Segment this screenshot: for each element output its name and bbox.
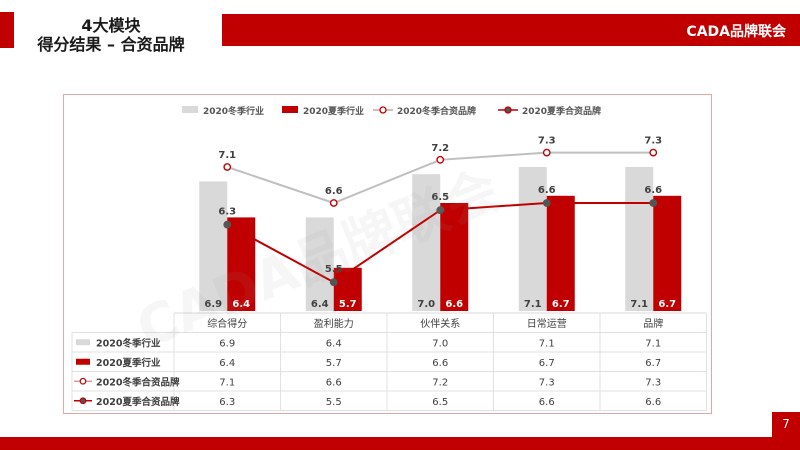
bar-label-1-2: 6.6 bbox=[445, 299, 463, 310]
line-point-1-3 bbox=[542, 199, 551, 207]
footer-band bbox=[0, 437, 800, 450]
bar-label-0-3: 7.1 bbox=[524, 299, 542, 310]
bar-1-2 bbox=[440, 203, 469, 311]
line-point-1-2 bbox=[436, 206, 445, 215]
table-category-0: 综合得分 bbox=[207, 317, 247, 330]
table-cell-1-4: 6.7 bbox=[645, 358, 661, 369]
table-swatch-0 bbox=[76, 339, 90, 346]
bar-1-4 bbox=[653, 195, 682, 311]
table-cell-3-2: 6.5 bbox=[432, 397, 448, 408]
chart: 2020冬季行业 2020夏季行业 2020冬季合资品牌 2020夏季合资品牌 6.9 6… bbox=[71, 105, 707, 411]
table-cell-0-2: 7.0 bbox=[432, 338, 448, 349]
page-number: 7 bbox=[772, 412, 800, 437]
table-category-4: 品牌 bbox=[643, 317, 663, 330]
table-cell-2-3: 7.3 bbox=[539, 377, 555, 388]
table-cell-3-0: 6.3 bbox=[219, 397, 235, 408]
line-point-0-0 bbox=[223, 163, 232, 171]
legend-marker-3 bbox=[504, 106, 512, 114]
table-series-label-0: 2020冬季行业 bbox=[96, 337, 161, 349]
line-label-0-3: 7.3 bbox=[538, 136, 556, 147]
table-series-label-1: 2020夏季行业 bbox=[96, 357, 161, 369]
table-cell-2-1: 6.6 bbox=[326, 377, 342, 388]
header-band bbox=[222, 14, 800, 46]
bar-1-1 bbox=[333, 267, 362, 311]
table-cell-1-0: 6.4 bbox=[219, 358, 235, 369]
bar-label-0-2: 7.0 bbox=[417, 299, 435, 310]
line-point-0-4 bbox=[649, 148, 658, 157]
line-point-1-1 bbox=[329, 278, 338, 287]
line-point-1-4 bbox=[649, 199, 658, 207]
bar-0-2 bbox=[412, 174, 441, 311]
line-label-1-3: 6.6 bbox=[538, 185, 556, 196]
line-label-1-4: 6.6 bbox=[644, 185, 662, 196]
line-point-0-1 bbox=[329, 199, 338, 207]
bar-label-0-1: 6.4 bbox=[311, 299, 329, 310]
table-series-label-3: 2020夏季合资品牌 bbox=[96, 396, 180, 408]
page-title: 4大模块 得分结果 – 合资品牌 bbox=[0, 16, 222, 54]
line-point-0-3 bbox=[542, 148, 551, 157]
brand-label: CADA品牌联会 bbox=[686, 24, 786, 40]
table-category-1: 盈利能力 bbox=[314, 317, 354, 330]
table-category-2: 伙伴关系 bbox=[420, 317, 460, 330]
table-cell-2-0: 7.1 bbox=[219, 377, 235, 388]
table-swatch-1 bbox=[76, 358, 90, 365]
bar-label-0-0: 6.9 bbox=[204, 299, 222, 310]
line-label-0-4: 7.3 bbox=[644, 136, 662, 147]
line-label-1-0: 6.3 bbox=[218, 207, 236, 218]
line-label-1-1: 5.5 bbox=[325, 264, 343, 275]
table-cell-0-3: 7.1 bbox=[539, 338, 555, 349]
header-accent-mark bbox=[0, 12, 14, 48]
legend-label-2: 2020冬季合资品牌 bbox=[397, 105, 476, 117]
title-line-2: 得分结果 – 合资品牌 bbox=[37, 35, 185, 54]
table-category-3: 日常运营 bbox=[527, 317, 567, 330]
line-label-0-2: 7.2 bbox=[431, 143, 449, 154]
legend-swatch-0 bbox=[182, 106, 198, 113]
table-cell-0-1: 6.4 bbox=[326, 338, 342, 349]
table-marker-2 bbox=[79, 377, 87, 385]
table-cell-3-3: 6.6 bbox=[539, 397, 555, 408]
line-label-1-2: 6.5 bbox=[431, 192, 449, 203]
table-cell-3-4: 6.6 bbox=[645, 397, 661, 408]
table-cell-3-1: 5.5 bbox=[326, 397, 342, 408]
bar-0-3 bbox=[518, 167, 547, 311]
legend-marker-2 bbox=[379, 106, 387, 114]
bar-0-0 bbox=[199, 181, 228, 311]
bar-0-1 bbox=[305, 217, 334, 311]
line-label-0-1: 6.6 bbox=[325, 186, 343, 197]
line-point-1-0 bbox=[223, 220, 232, 229]
bar-label-1-3: 6.7 bbox=[552, 299, 570, 310]
table-cell-1-1: 5.7 bbox=[326, 358, 342, 369]
table-marker-3 bbox=[79, 397, 87, 405]
table-series-label-2: 2020冬季合资品牌 bbox=[96, 376, 180, 388]
table-cell-0-0: 6.9 bbox=[219, 338, 235, 349]
table-cell-1-3: 6.7 bbox=[539, 358, 555, 369]
legend-swatch-1 bbox=[282, 106, 298, 113]
bar-label-1-0: 6.4 bbox=[232, 299, 250, 310]
legend-label-3: 2020夏季合资品牌 bbox=[522, 105, 601, 117]
bar-label-0-4: 7.1 bbox=[630, 299, 648, 310]
legend-label-0: 2020冬季行业 bbox=[203, 105, 264, 117]
bar-label-1-1: 5.7 bbox=[339, 299, 357, 310]
chart-frame: CADA品牌联会 2020冬季行业 2020夏季行业 2020冬季合资品牌 2020夏… bbox=[63, 94, 712, 414]
line-label-0-0: 7.1 bbox=[218, 150, 236, 161]
legend-label-1: 2020夏季行业 bbox=[303, 105, 364, 117]
table-cell-2-4: 7.3 bbox=[645, 377, 661, 388]
bar-label-1-4: 6.7 bbox=[658, 299, 676, 310]
table-cell-1-2: 6.6 bbox=[432, 358, 448, 369]
table-cell-0-4: 7.1 bbox=[645, 338, 661, 349]
title-line-1: 4大模块 bbox=[81, 16, 141, 35]
line-point-0-2 bbox=[436, 155, 445, 164]
table-cell-2-2: 7.2 bbox=[432, 377, 448, 388]
bar-0-4 bbox=[625, 167, 654, 311]
bar-1-3 bbox=[546, 195, 575, 311]
